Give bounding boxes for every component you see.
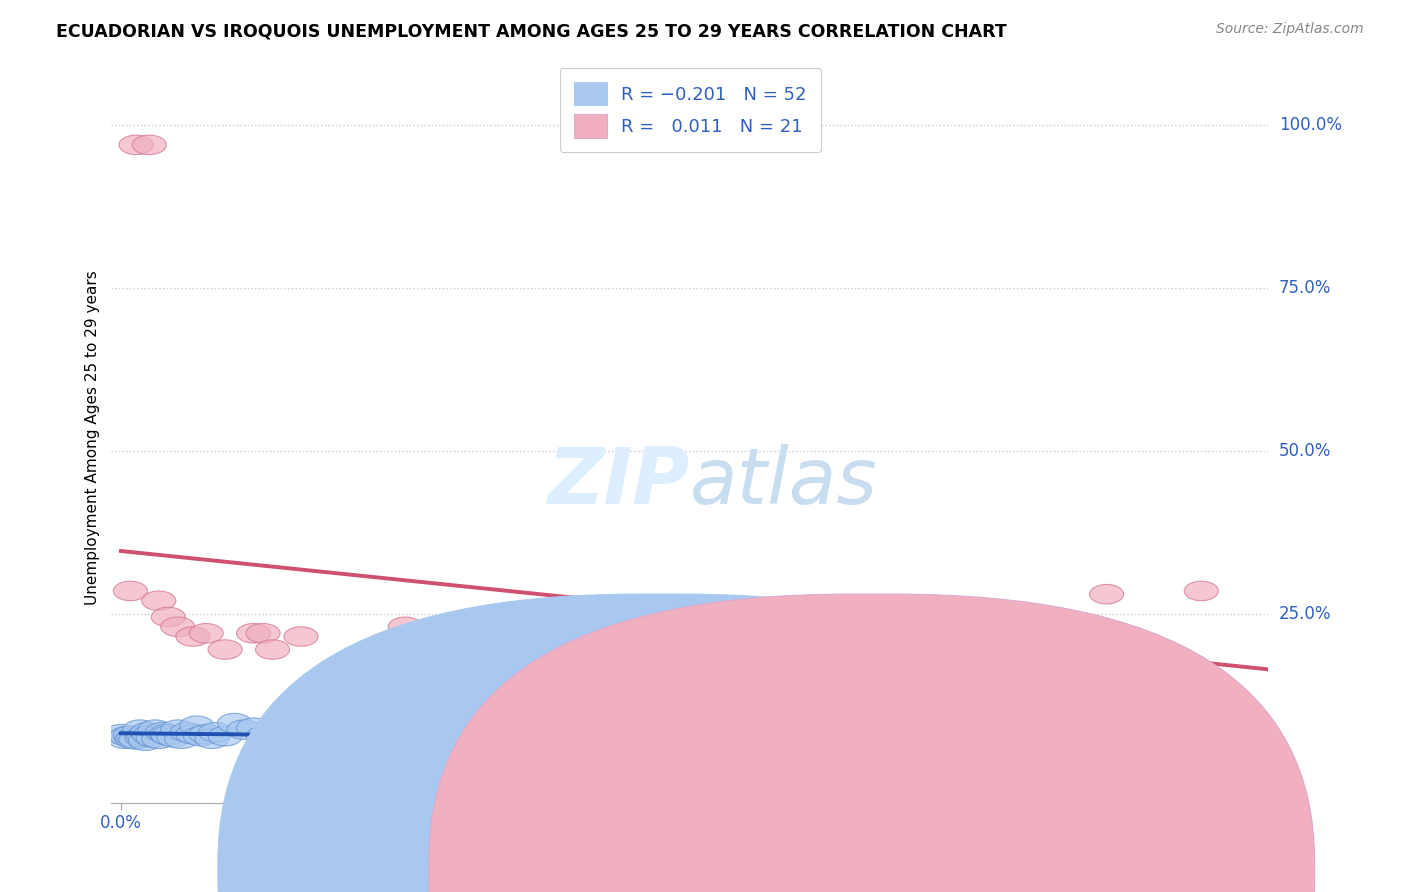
- Ellipse shape: [127, 726, 160, 746]
- Ellipse shape: [138, 720, 172, 739]
- Ellipse shape: [332, 718, 366, 738]
- Ellipse shape: [938, 739, 972, 759]
- Ellipse shape: [160, 720, 195, 739]
- Ellipse shape: [165, 729, 198, 748]
- Ellipse shape: [246, 624, 280, 643]
- Ellipse shape: [672, 731, 707, 750]
- Ellipse shape: [520, 722, 555, 740]
- Ellipse shape: [284, 726, 318, 746]
- Ellipse shape: [132, 135, 166, 154]
- Ellipse shape: [114, 582, 148, 600]
- Ellipse shape: [104, 724, 138, 744]
- Ellipse shape: [149, 724, 183, 744]
- Ellipse shape: [1090, 584, 1123, 604]
- Legend: R = −0.201   N = 52, R =   0.011   N = 21: R = −0.201 N = 52, R = 0.011 N = 21: [560, 68, 821, 152]
- Ellipse shape: [152, 607, 186, 627]
- Ellipse shape: [120, 730, 153, 749]
- Ellipse shape: [142, 591, 176, 610]
- Ellipse shape: [195, 729, 229, 748]
- Ellipse shape: [170, 723, 204, 742]
- Ellipse shape: [862, 734, 896, 754]
- Ellipse shape: [654, 617, 688, 637]
- Ellipse shape: [190, 724, 224, 744]
- Ellipse shape: [115, 729, 149, 748]
- Ellipse shape: [146, 723, 180, 742]
- Ellipse shape: [446, 731, 479, 750]
- Ellipse shape: [388, 617, 422, 637]
- Ellipse shape: [1184, 582, 1219, 600]
- Ellipse shape: [226, 720, 262, 739]
- Ellipse shape: [131, 723, 165, 742]
- Text: Ecuadorians: Ecuadorians: [602, 861, 703, 879]
- Ellipse shape: [294, 722, 328, 740]
- Ellipse shape: [152, 726, 186, 746]
- Ellipse shape: [157, 728, 191, 747]
- Ellipse shape: [120, 135, 153, 154]
- Ellipse shape: [284, 627, 318, 647]
- Ellipse shape: [198, 723, 233, 742]
- Text: 75.0%: 75.0%: [1279, 279, 1331, 297]
- Ellipse shape: [160, 617, 195, 637]
- Ellipse shape: [388, 728, 422, 747]
- Y-axis label: Unemployment Among Ages 25 to 29 years: Unemployment Among Ages 25 to 29 years: [86, 270, 100, 606]
- Ellipse shape: [710, 724, 745, 744]
- Ellipse shape: [117, 728, 152, 747]
- Ellipse shape: [122, 720, 157, 739]
- Ellipse shape: [236, 718, 270, 738]
- Ellipse shape: [218, 714, 252, 733]
- Text: ZIP: ZIP: [547, 443, 689, 520]
- Ellipse shape: [142, 729, 176, 748]
- Ellipse shape: [274, 724, 308, 744]
- Ellipse shape: [136, 728, 170, 747]
- Ellipse shape: [125, 728, 159, 747]
- Ellipse shape: [176, 627, 209, 647]
- Text: Iroquois: Iroquois: [759, 861, 825, 879]
- Ellipse shape: [768, 734, 801, 754]
- Ellipse shape: [108, 729, 142, 748]
- Text: 50.0%: 50.0%: [1279, 442, 1331, 460]
- Ellipse shape: [672, 620, 707, 640]
- Ellipse shape: [408, 722, 441, 740]
- Ellipse shape: [398, 624, 432, 643]
- Ellipse shape: [128, 731, 163, 750]
- Ellipse shape: [236, 624, 270, 643]
- Ellipse shape: [246, 726, 280, 746]
- Ellipse shape: [180, 716, 214, 736]
- Ellipse shape: [350, 724, 384, 744]
- Ellipse shape: [482, 627, 517, 647]
- Ellipse shape: [482, 724, 517, 744]
- Ellipse shape: [312, 714, 346, 734]
- Ellipse shape: [110, 726, 143, 746]
- Ellipse shape: [183, 726, 218, 746]
- Ellipse shape: [634, 617, 669, 637]
- Text: ECUADORIAN VS IROQUOIS UNEMPLOYMENT AMONG AGES 25 TO 29 YEARS CORRELATION CHART: ECUADORIAN VS IROQUOIS UNEMPLOYMENT AMON…: [56, 22, 1007, 40]
- Ellipse shape: [256, 718, 290, 738]
- Text: 25.0%: 25.0%: [1279, 605, 1331, 623]
- Ellipse shape: [578, 728, 612, 747]
- Ellipse shape: [208, 640, 242, 659]
- Ellipse shape: [114, 726, 148, 746]
- Ellipse shape: [132, 726, 166, 746]
- Text: Source: ZipAtlas.com: Source: ZipAtlas.com: [1216, 22, 1364, 37]
- Ellipse shape: [208, 726, 242, 746]
- Text: atlas: atlas: [689, 443, 877, 520]
- Ellipse shape: [176, 724, 209, 744]
- Ellipse shape: [256, 640, 290, 659]
- Text: 100.0%: 100.0%: [1279, 116, 1341, 135]
- Ellipse shape: [190, 624, 224, 643]
